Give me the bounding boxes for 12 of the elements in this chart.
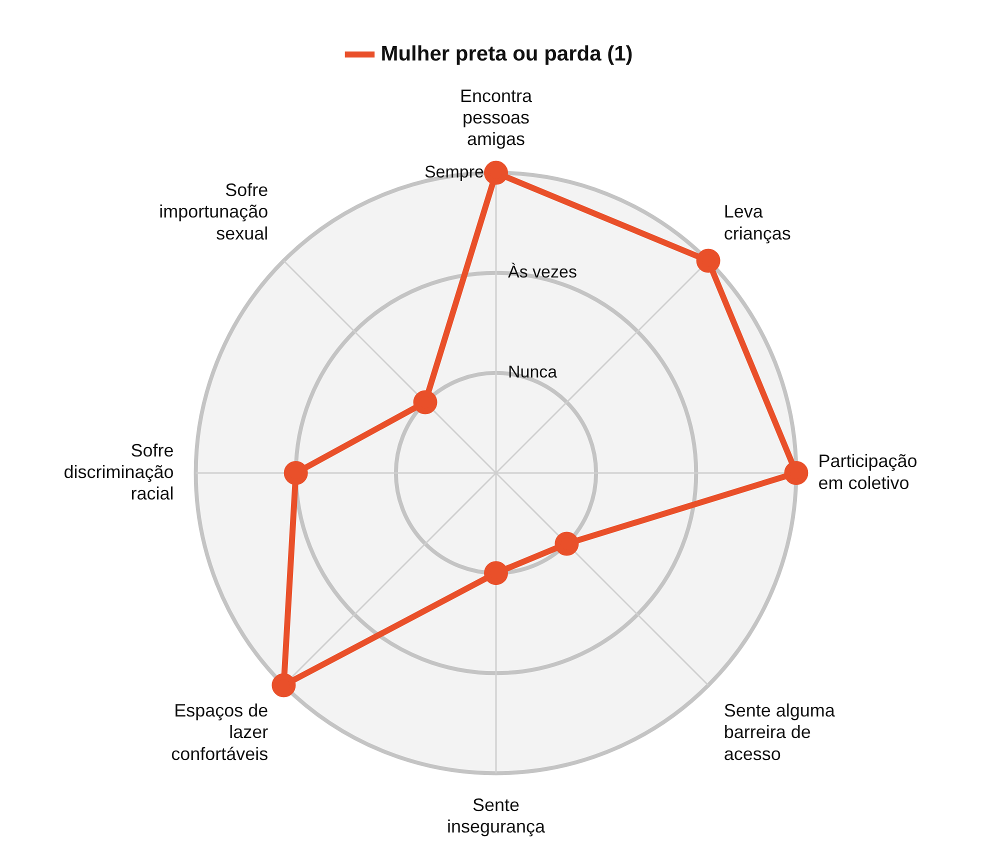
- y-tick-label: Sempre: [424, 162, 484, 182]
- legend-label: Mulher preta ou parda (1): [380, 42, 633, 66]
- spoke-label: Sente alguma barreira de acesso: [724, 700, 836, 764]
- spoke-label: Sofre importunação sexual: [159, 180, 268, 244]
- spoke-label: Sofre discriminação racial: [64, 440, 174, 504]
- spoke-label: Encontra pessoas amigas: [460, 86, 534, 149]
- y-tick-label: Nunca: [508, 362, 558, 382]
- y-tick-label: Às vezes: [508, 262, 577, 282]
- spoke-label: Sente insegurança: [446, 794, 546, 837]
- spoke-label: Participação em coletivo: [818, 451, 918, 493]
- spoke-label: Leva crianças: [724, 202, 791, 244]
- spoke-label: Espaços de lazer confortáveis: [171, 700, 268, 764]
